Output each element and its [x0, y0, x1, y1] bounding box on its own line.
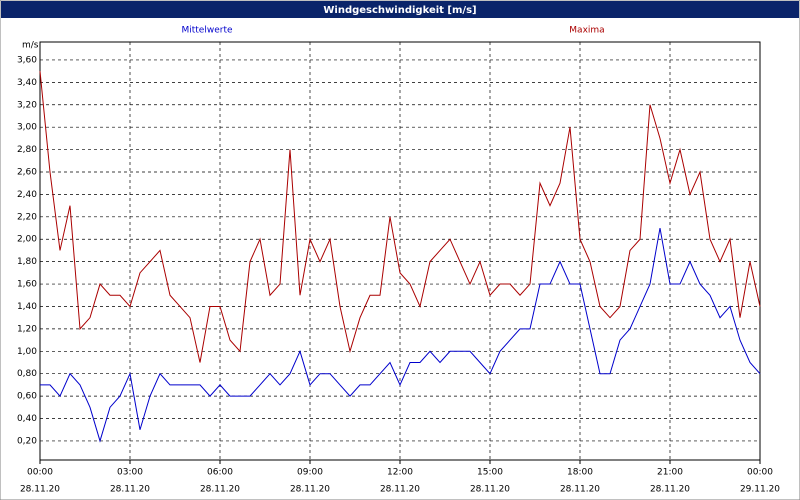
- x-tick-date: 28.11.20: [200, 485, 240, 495]
- y-tick-label: 2,20: [17, 212, 37, 222]
- x-tick-label: 00:00: [27, 468, 53, 478]
- y-tick-label: 1,40: [17, 302, 37, 312]
- data-line: [39, 71, 761, 363]
- x-tick-date: 28.11.20: [470, 485, 510, 495]
- y-tick-label: 3,40: [17, 78, 37, 88]
- x-tick-label: 06:00: [207, 468, 233, 478]
- y-tick-label: 3,60: [17, 55, 37, 65]
- y-tick-label: 0,60: [17, 392, 37, 402]
- x-tick-date: 28.11.20: [650, 485, 690, 495]
- y-tick-label: 0,80: [17, 369, 37, 379]
- y-tick-label: 1,20: [17, 324, 37, 334]
- x-tick-date: 28.11.20: [290, 485, 330, 495]
- y-tick-label: 2,60: [17, 167, 37, 177]
- x-tick-label: 15:00: [477, 468, 503, 478]
- x-tick-label: 03:00: [117, 468, 143, 478]
- y-axis-label: m/s: [22, 41, 39, 51]
- y-tick-label: 1,60: [17, 280, 37, 290]
- y-tick-label: 3,20: [17, 100, 37, 110]
- y-tick-label: 2,40: [17, 190, 37, 200]
- x-tick-label: 00:00: [747, 468, 773, 478]
- chart-title: Windgeschwindigkeit [m/s]: [323, 5, 476, 16]
- x-tick-date: 28.11.20: [20, 485, 60, 495]
- y-tick-label: 0,20: [17, 436, 37, 446]
- x-tick-date: 28.11.20: [560, 485, 600, 495]
- x-tick-date: 28.11.20: [380, 485, 420, 495]
- legend-entry: Maxima: [569, 26, 604, 36]
- title-bar: [1, 1, 799, 18]
- plot-frame: [39, 41, 761, 461]
- y-tick-label: 3,00: [17, 123, 37, 133]
- y-tick-label: 0,40: [17, 414, 37, 424]
- y-tick-label: 2,00: [17, 235, 37, 245]
- x-tick-label: 12:00: [387, 468, 413, 478]
- x-tick-date: 29.11.20: [740, 485, 780, 495]
- data-line: [40, 227, 761, 443]
- x-tick-label: 09:00: [297, 468, 323, 478]
- y-tick-label: 1,00: [17, 347, 37, 357]
- y-tick-label: 2,80: [17, 145, 37, 155]
- legend-entry: Mittelwerte: [181, 26, 232, 36]
- x-tick-date: 28.11.20: [110, 485, 150, 495]
- x-tick-label: 21:00: [657, 468, 683, 478]
- y-tick-label: 1,80: [17, 257, 37, 267]
- x-tick-label: 18:00: [567, 468, 593, 478]
